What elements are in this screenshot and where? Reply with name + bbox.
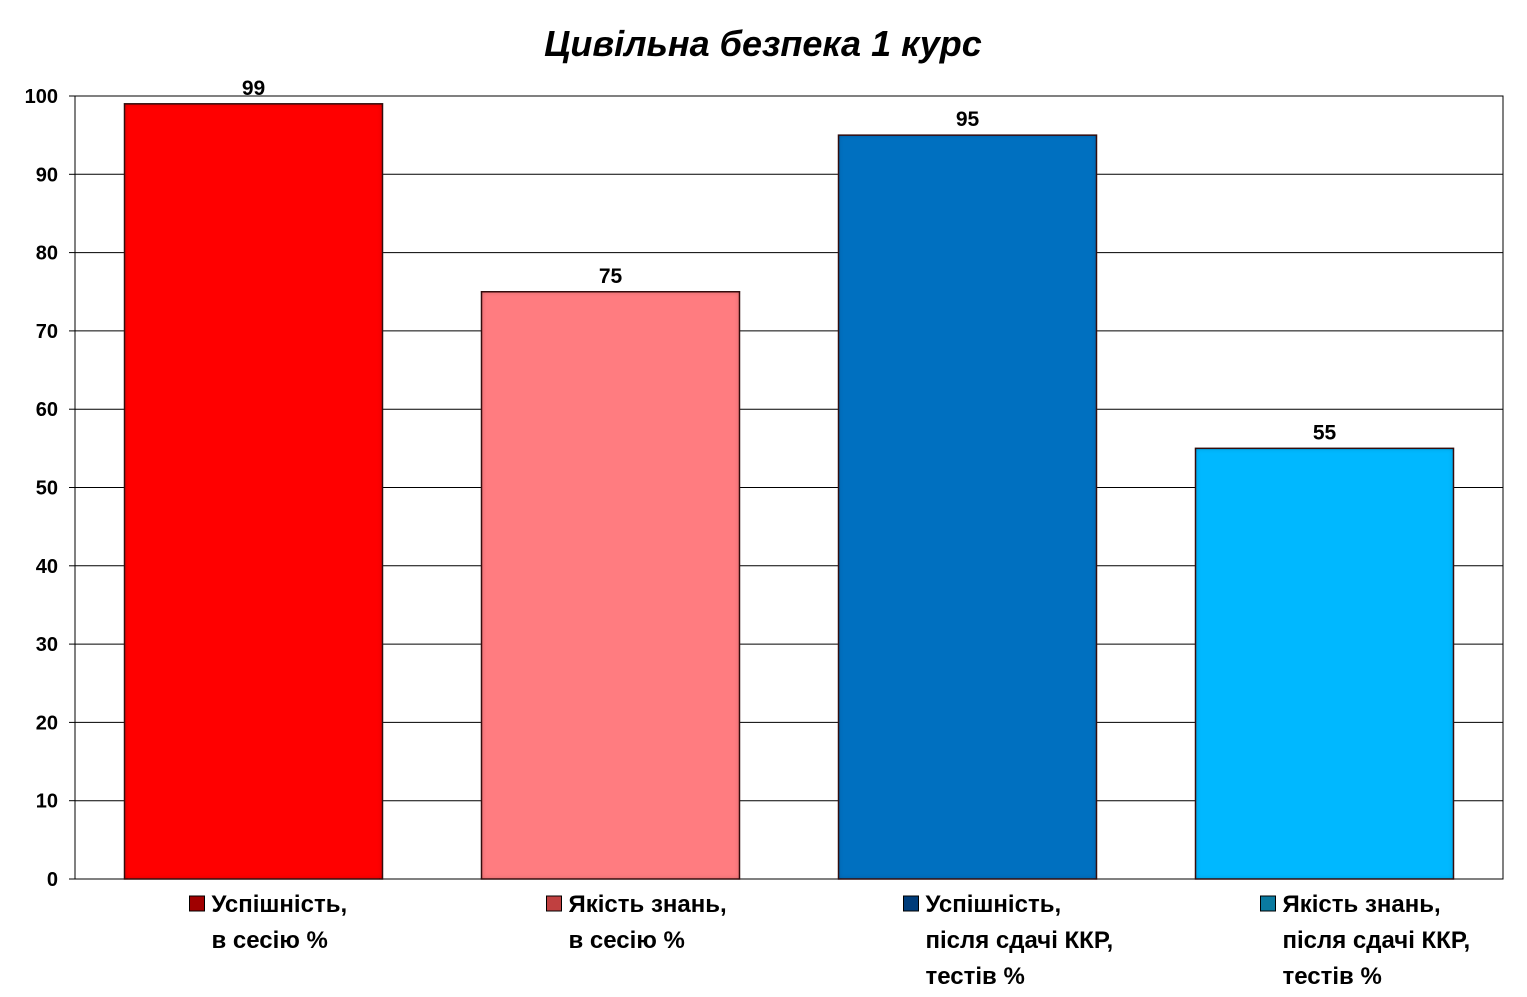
data-label: 95	[956, 108, 980, 131]
legend-label: Якість знань,	[1283, 891, 1441, 918]
y-tick-label: 100	[25, 86, 58, 108]
y-tick-label: 10	[36, 791, 58, 813]
legend-swatch	[1260, 895, 1276, 912]
bar	[1194, 447, 1455, 880]
bar	[123, 103, 384, 880]
y-tick-label: 30	[36, 634, 58, 656]
y-tick-label: 20	[36, 712, 58, 734]
legend-label: після сдачі ККР,	[926, 927, 1114, 954]
legend-item: Успішність, після сдачі ККР, тестів %	[903, 891, 1114, 990]
data-label: 55	[1313, 421, 1337, 444]
data-label: 75	[599, 265, 623, 288]
legend-label: тестів %	[1283, 963, 1382, 990]
y-axis: 0 10 20 30 40 50 60 70 80 90 100	[25, 86, 58, 891]
data-labels: 99 75 95 55	[242, 77, 1337, 445]
bar	[480, 291, 741, 880]
y-tick-label: 40	[36, 556, 58, 578]
chart-title: Цивільна безпека 1 курс	[544, 23, 982, 64]
legend-label: Успішність,	[212, 891, 348, 918]
y-tick-label: 60	[36, 399, 58, 421]
y-tick-label: 80	[36, 243, 58, 265]
bars	[123, 103, 1455, 880]
legend-label: в сесію %	[569, 927, 685, 954]
legend-label: Якість знань,	[569, 891, 727, 918]
data-label: 99	[242, 77, 265, 100]
y-tick-label: 50	[36, 478, 58, 500]
y-tick-label: 90	[36, 164, 58, 186]
legend-swatch	[546, 895, 562, 912]
legend-swatch	[903, 895, 919, 912]
legend-item: Успішність, в сесію %	[189, 891, 348, 954]
legend-label: тестів %	[926, 963, 1025, 990]
legend-label: в сесію %	[212, 927, 328, 954]
y-tick-label: 70	[36, 321, 58, 343]
legend-label: Успішність,	[926, 891, 1062, 918]
y-tick-label: 0	[47, 869, 58, 891]
legend-item: Якість знань, після сдачі ККР, тестів %	[1260, 891, 1471, 990]
legend-item: Якість знань, в сесію %	[546, 891, 727, 954]
bar	[837, 134, 1098, 880]
legend-swatch	[189, 895, 205, 912]
legend: Успішність, в сесію % Якість знань, в сесію…	[189, 891, 1471, 990]
legend-label: після сдачі ККР,	[1283, 927, 1471, 954]
